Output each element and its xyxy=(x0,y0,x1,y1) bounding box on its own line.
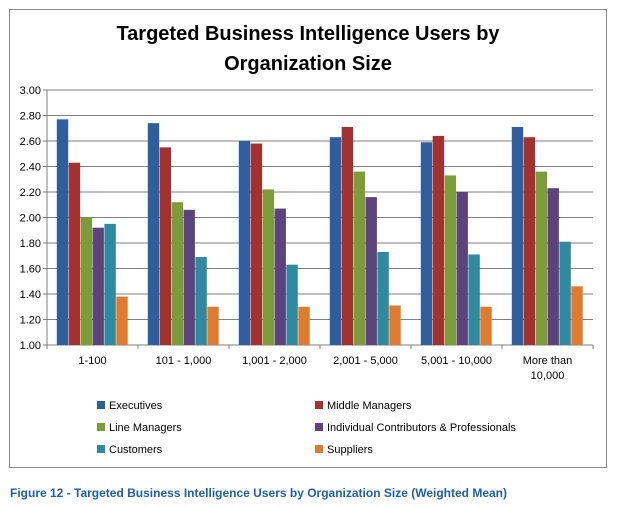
legend-label: Customers xyxy=(109,444,163,456)
x-tick-label: More than xyxy=(523,355,573,367)
bar xyxy=(365,197,377,345)
bar xyxy=(207,306,219,345)
bar xyxy=(420,142,433,345)
y-tick-label: 2.80 xyxy=(20,111,41,123)
bar xyxy=(286,264,298,345)
y-tick-label: 1.60 xyxy=(20,264,41,276)
bar xyxy=(535,171,547,345)
bar xyxy=(116,296,128,345)
legend-swatch xyxy=(97,401,105,409)
bar xyxy=(353,171,365,345)
bar xyxy=(571,286,583,345)
bar-chart: Targeted Business Intelligence Users by O… xyxy=(20,23,594,456)
y-tick-label: 2.60 xyxy=(20,136,41,148)
bar xyxy=(171,202,183,345)
chart-title-line: Targeted Business Intelligence Users by xyxy=(116,23,500,45)
bar xyxy=(68,162,81,345)
bar xyxy=(262,189,274,345)
bar xyxy=(389,305,401,345)
y-tick-label: 1.20 xyxy=(20,315,41,327)
bar xyxy=(377,251,389,345)
y-tick-label: 2.00 xyxy=(20,213,41,225)
x-tick-label: 5,001 - 10,000 xyxy=(421,355,492,367)
bar xyxy=(250,143,263,345)
bar xyxy=(523,137,536,345)
figure-caption: Figure 12 - Targeted Business Intelligen… xyxy=(10,486,507,500)
legend-label: Individual Contributors & Professionals xyxy=(327,422,516,434)
bar xyxy=(432,135,445,345)
y-tick-label: 3.00 xyxy=(20,85,41,97)
y-tick-label: 1.00 xyxy=(20,340,41,352)
bar xyxy=(341,126,354,345)
legend-label: Middle Managers xyxy=(327,400,412,412)
bar xyxy=(92,227,104,345)
chart-title-line: Organization Size xyxy=(224,53,392,75)
bar xyxy=(80,217,92,345)
bar xyxy=(195,257,207,345)
x-tick-label: 101 - 1,000 xyxy=(156,355,212,367)
bar xyxy=(238,141,251,345)
x-tick-label: 10,000 xyxy=(531,370,565,382)
legend-label: Executives xyxy=(109,400,163,412)
bar xyxy=(147,123,160,346)
legend-label: Suppliers xyxy=(327,444,373,456)
y-tick-label: 1.40 xyxy=(20,289,41,301)
legend-swatch xyxy=(315,401,323,409)
x-tick-label: 1,001 - 2,000 xyxy=(242,355,307,367)
y-tick-label: 1.80 xyxy=(20,238,41,250)
bar xyxy=(547,188,559,345)
legend-swatch xyxy=(315,423,323,431)
bar xyxy=(104,223,116,345)
bar xyxy=(511,126,524,345)
bar xyxy=(444,175,456,345)
bar xyxy=(298,306,310,345)
bar xyxy=(183,209,195,345)
bar xyxy=(456,192,468,345)
bar xyxy=(329,137,342,345)
legend-swatch xyxy=(97,423,105,431)
legend-swatch xyxy=(97,445,105,453)
bar xyxy=(480,306,492,345)
y-tick-label: 2.40 xyxy=(20,162,41,174)
x-tick-label: 2,001 - 5,000 xyxy=(333,355,398,367)
bar xyxy=(274,208,286,345)
legend-swatch xyxy=(315,445,323,453)
y-tick-label: 2.20 xyxy=(20,187,41,199)
legend-label: Line Managers xyxy=(109,422,182,434)
x-tick-label: 1-100 xyxy=(78,355,106,367)
bar xyxy=(559,241,571,345)
bar xyxy=(159,147,172,345)
bar xyxy=(56,119,69,345)
bar xyxy=(468,254,480,345)
